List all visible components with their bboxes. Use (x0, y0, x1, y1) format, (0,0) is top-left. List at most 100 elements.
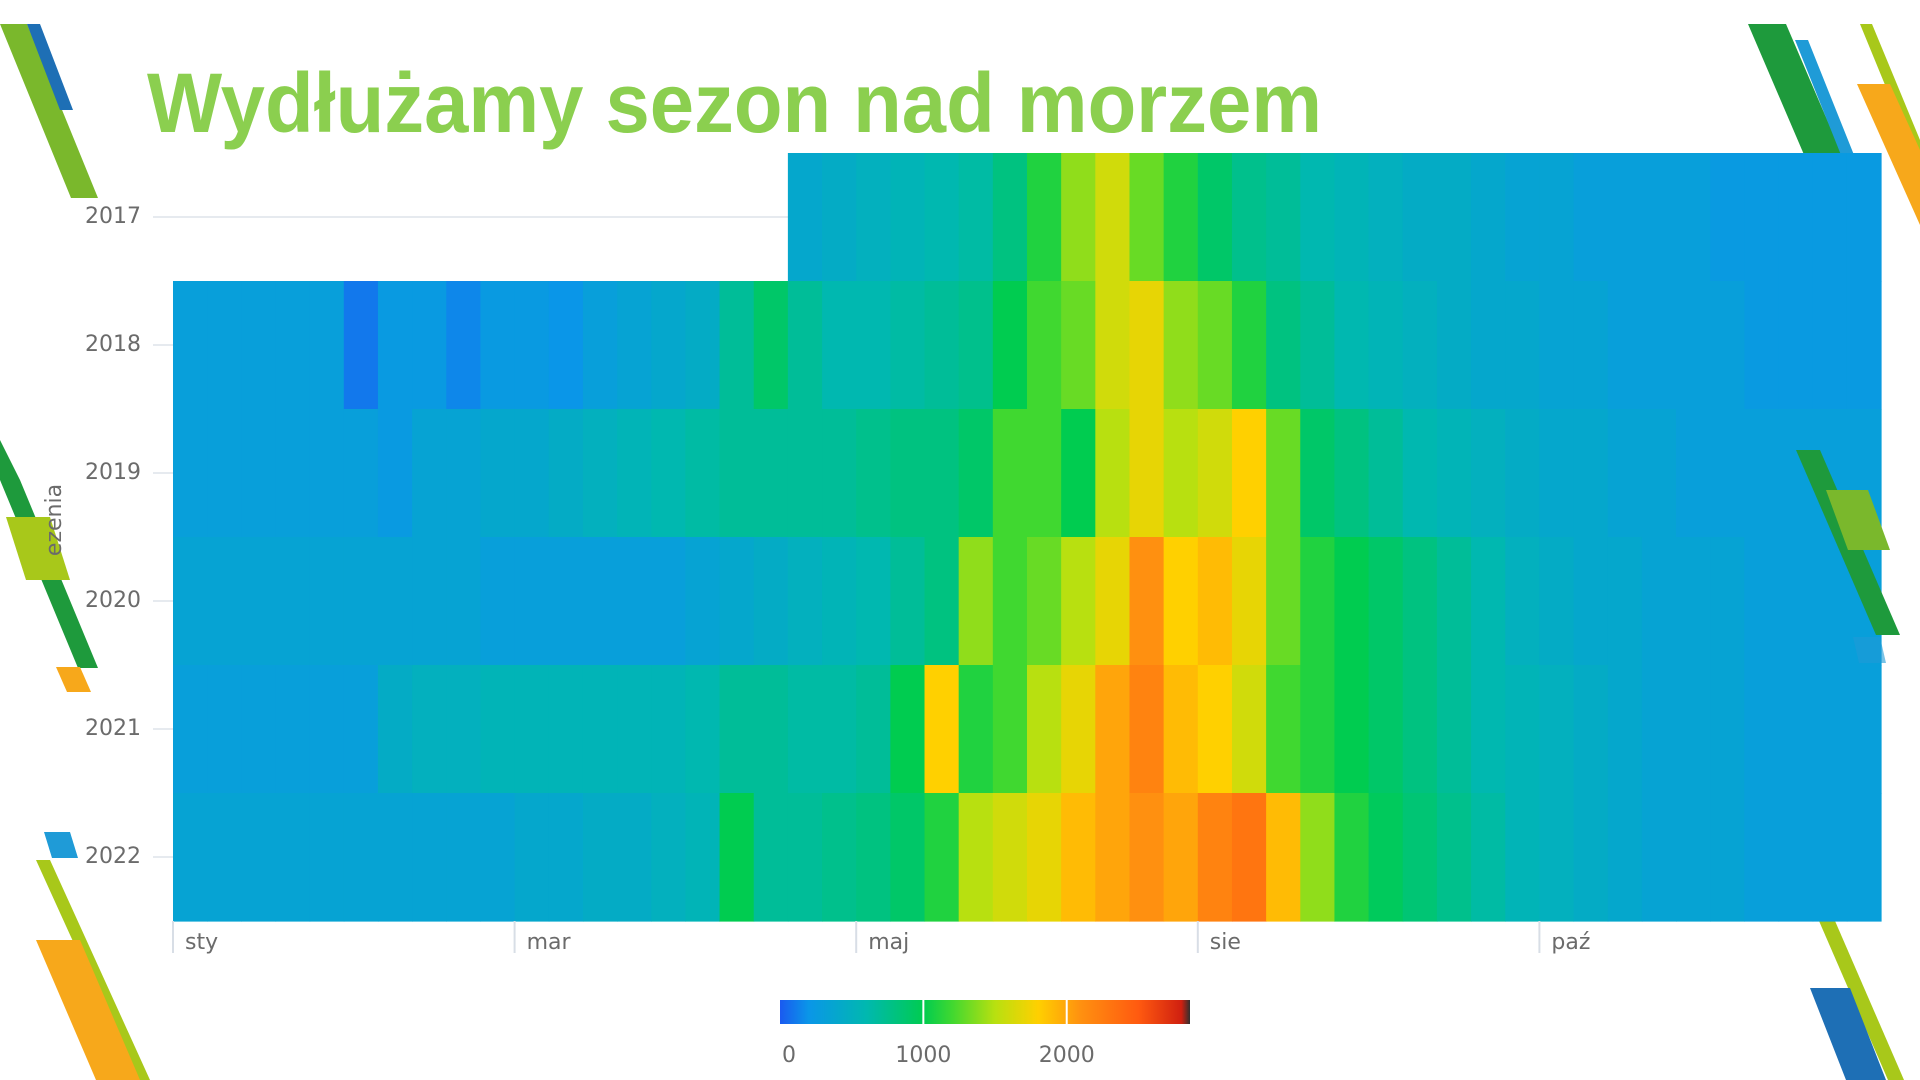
heatmap-cell (583, 281, 618, 410)
heatmap-cell (1437, 665, 1472, 794)
heatmap-cell (993, 153, 1028, 282)
heatmap (173, 153, 1882, 922)
heatmap-cell (1198, 153, 1233, 282)
heatmap-cell (1061, 537, 1096, 666)
heatmap-cell (1710, 281, 1745, 410)
heatmap-cell (173, 665, 208, 794)
heatmap-cell (1847, 281, 1882, 410)
heatmap-cell (1813, 281, 1848, 410)
heatmap-cell (1266, 537, 1301, 666)
heatmap-cell (856, 665, 891, 794)
heatmap-cell (1744, 153, 1779, 282)
heatmap-cell (1471, 537, 1506, 666)
heatmap-cell (1471, 665, 1506, 794)
heatmap-cell (1437, 281, 1472, 410)
heatmap-cell (959, 537, 994, 666)
heatmap-cell (1232, 793, 1267, 922)
heatmap-cell (310, 409, 345, 538)
heatmap-cell (1676, 281, 1711, 410)
heatmap-cell (1608, 281, 1643, 410)
heatmap-cell (549, 409, 584, 538)
heatmap-cell (1198, 537, 1233, 666)
heatmap-cell (275, 281, 310, 410)
heatmap-cell (412, 537, 447, 666)
heatmap-cell (1642, 537, 1677, 666)
colorbar-tick-label: 0 (782, 1043, 796, 1068)
heatmap-cell (1232, 665, 1267, 794)
heatmap-cell (1847, 153, 1882, 282)
heatmap-cell (1334, 153, 1369, 282)
heatmap-cell (1403, 409, 1438, 538)
heatmap-cell (1369, 665, 1404, 794)
heatmap-cell (720, 281, 755, 410)
heatmap-cell (651, 537, 686, 666)
heatmap-cell (344, 665, 379, 794)
heatmap-cell (788, 153, 823, 282)
heatmap-cell (890, 409, 925, 538)
heatmap-cell (1300, 409, 1335, 538)
colorbar-tick-label: 2000 (1039, 1043, 1095, 1068)
heatmap-cell (1437, 409, 1472, 538)
x-tick-label: paź (1551, 930, 1590, 955)
y-tick-label: 2018 (85, 332, 141, 357)
colorbar-tick-label: 1000 (895, 1043, 951, 1068)
heatmap-cell (1164, 793, 1199, 922)
y-tick-label: 2020 (85, 588, 141, 613)
heatmap-cell (583, 409, 618, 538)
heatmap-cell (1369, 793, 1404, 922)
heatmap-cell (1164, 409, 1199, 538)
heatmap-cell (617, 793, 652, 922)
heatmap-cell (1061, 153, 1096, 282)
heatmap-cell (1369, 281, 1404, 410)
heatmap-cell (1198, 793, 1233, 922)
heatmap-cell (344, 409, 379, 538)
heatmap-cell (241, 409, 276, 538)
heatmap-cell (1027, 281, 1062, 410)
heatmap-cell (1198, 409, 1233, 538)
heatmap-cell (1403, 537, 1438, 666)
heatmap-cell (207, 537, 242, 666)
heatmap-cell (890, 153, 925, 282)
heatmap-cell (1539, 281, 1574, 410)
heatmap-cell (1437, 153, 1472, 282)
heatmap-cell (1061, 281, 1096, 410)
heatmap-cell (480, 665, 515, 794)
heatmap-cell (1642, 281, 1677, 410)
heatmap-cell (1027, 153, 1062, 282)
heatmap-cell (822, 153, 857, 282)
heatmap-cell (446, 409, 481, 538)
heatmap-cell (720, 409, 755, 538)
heatmap-cell (344, 537, 379, 666)
heatmap-cell (1334, 537, 1369, 666)
decor (36, 940, 140, 1080)
heatmap-cell (822, 665, 857, 794)
heatmap-cell (1710, 409, 1745, 538)
heatmap-cell (720, 665, 755, 794)
heatmap-cell (1847, 793, 1882, 922)
heatmap-cell (1266, 665, 1301, 794)
heatmap-cell (1300, 793, 1335, 922)
x-tick-label: sty (185, 930, 218, 955)
heatmap-cell (1232, 409, 1267, 538)
heatmap-cell (1300, 281, 1335, 410)
heatmap-cell (788, 665, 823, 794)
x-tick-label: sie (1210, 930, 1241, 955)
heatmap-cell (617, 409, 652, 538)
heatmap-cell (617, 281, 652, 410)
heatmap-cell (1608, 537, 1643, 666)
heatmap-cell (1403, 793, 1438, 922)
heatmap-cell (1232, 281, 1267, 410)
heatmap-cell (856, 281, 891, 410)
heatmap-cell (1300, 537, 1335, 666)
heatmap-cell (1642, 409, 1677, 538)
heatmap-cell (412, 281, 447, 410)
heatmap-cell (412, 409, 447, 538)
heatmap-cell (1813, 665, 1848, 794)
heatmap-cell (1129, 281, 1164, 410)
heatmap-cell (1574, 793, 1609, 922)
heatmap-cell (925, 409, 960, 538)
heatmap-cell (480, 793, 515, 922)
heatmap-cell (890, 281, 925, 410)
heatmap-cell (1574, 281, 1609, 410)
